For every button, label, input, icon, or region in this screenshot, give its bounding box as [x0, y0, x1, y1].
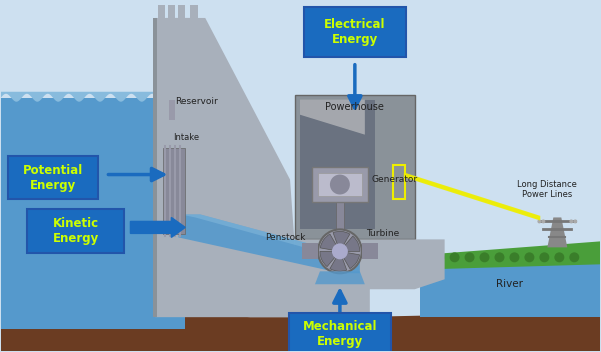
- Text: Kinetic
Energy: Kinetic Energy: [52, 218, 99, 245]
- Text: Reservoir: Reservoir: [175, 97, 218, 106]
- Bar: [300, 100, 375, 230]
- Polygon shape: [362, 243, 378, 259]
- Circle shape: [542, 219, 545, 224]
- Wedge shape: [330, 251, 347, 271]
- Circle shape: [495, 252, 504, 262]
- FancyBboxPatch shape: [304, 7, 406, 57]
- Bar: [312, 166, 368, 202]
- Bar: [153, 18, 157, 317]
- Text: Penstock: Penstock: [265, 233, 305, 242]
- Polygon shape: [295, 239, 445, 317]
- Circle shape: [330, 175, 350, 195]
- Polygon shape: [1, 92, 185, 102]
- Circle shape: [525, 252, 534, 262]
- Polygon shape: [430, 241, 600, 269]
- Text: Potential
Energy: Potential Energy: [22, 164, 83, 191]
- Polygon shape: [302, 243, 318, 259]
- Polygon shape: [178, 214, 360, 277]
- Bar: [163, 147, 185, 234]
- Polygon shape: [310, 273, 370, 289]
- Polygon shape: [1, 98, 185, 329]
- Text: River: River: [496, 279, 523, 289]
- Text: Electrical
Energy: Electrical Energy: [324, 18, 386, 46]
- Bar: [295, 95, 415, 239]
- Text: Powerhouse: Powerhouse: [325, 102, 384, 112]
- Wedge shape: [333, 231, 350, 251]
- FancyArrow shape: [130, 218, 185, 237]
- Circle shape: [554, 252, 564, 262]
- Bar: [169, 100, 175, 120]
- Bar: [191, 5, 198, 18]
- Bar: [336, 202, 344, 247]
- Circle shape: [332, 243, 348, 259]
- Bar: [159, 5, 165, 18]
- Polygon shape: [315, 271, 365, 284]
- Text: Generator: Generator: [372, 175, 418, 184]
- Polygon shape: [180, 214, 360, 261]
- Circle shape: [480, 252, 489, 262]
- FancyBboxPatch shape: [289, 313, 391, 352]
- Bar: [178, 5, 185, 18]
- Circle shape: [510, 252, 519, 262]
- Wedge shape: [320, 251, 340, 266]
- Circle shape: [569, 219, 573, 224]
- Circle shape: [465, 252, 475, 262]
- Polygon shape: [1, 304, 600, 351]
- Circle shape: [573, 219, 578, 224]
- Polygon shape: [548, 218, 567, 247]
- Circle shape: [539, 252, 549, 262]
- Wedge shape: [340, 236, 360, 251]
- Circle shape: [537, 219, 542, 224]
- FancyBboxPatch shape: [26, 209, 124, 253]
- Circle shape: [435, 252, 445, 262]
- Polygon shape: [419, 259, 600, 317]
- Text: Long Distance
Power Lines: Long Distance Power Lines: [517, 180, 578, 200]
- FancyBboxPatch shape: [8, 156, 97, 200]
- Text: Intake: Intake: [173, 133, 200, 142]
- Wedge shape: [340, 251, 359, 269]
- Text: Turbine: Turbine: [366, 229, 399, 238]
- Text: Mechanical
Energy: Mechanical Energy: [303, 320, 377, 348]
- Bar: [393, 165, 404, 200]
- Circle shape: [318, 230, 362, 273]
- Wedge shape: [320, 234, 340, 251]
- Circle shape: [450, 252, 460, 262]
- Polygon shape: [300, 100, 365, 135]
- Polygon shape: [156, 18, 300, 317]
- Bar: [318, 172, 362, 196]
- Bar: [168, 5, 175, 18]
- Circle shape: [569, 252, 579, 262]
- Polygon shape: [166, 18, 197, 30]
